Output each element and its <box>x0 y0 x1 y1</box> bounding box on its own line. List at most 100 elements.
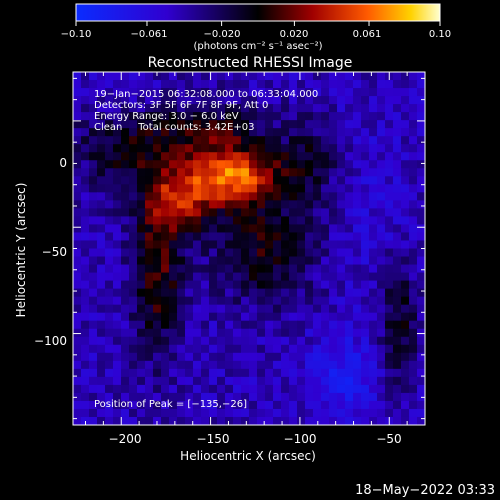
heatmap-cell <box>97 184 106 193</box>
heatmap-cell <box>385 240 394 250</box>
heatmap-cell <box>329 416 338 425</box>
heatmap-cell <box>329 184 338 193</box>
heatmap-cell <box>297 328 306 338</box>
heatmap-cell <box>209 128 218 137</box>
heatmap-cell <box>225 112 234 121</box>
heatmap-cell <box>377 208 386 218</box>
heatmap-cell <box>409 96 418 105</box>
heatmap-cell <box>417 96 425 105</box>
heatmap-cell <box>345 352 354 362</box>
heatmap-cell <box>377 384 386 394</box>
heatmap-cell <box>217 272 226 282</box>
heatmap-cell <box>257 80 266 89</box>
heatmap-cell <box>153 320 162 330</box>
heatmap-cell <box>217 288 226 298</box>
heatmap-cell <box>409 104 418 113</box>
heatmap-cell <box>89 88 98 97</box>
heatmap-cell <box>81 352 90 362</box>
heatmap-cell <box>329 72 338 81</box>
heatmap-cell <box>193 304 202 314</box>
heatmap-cell <box>137 232 146 242</box>
heatmap-cell <box>177 144 186 153</box>
heatmap-cell <box>177 72 186 81</box>
heatmap-cell <box>113 104 122 113</box>
heatmap-cell <box>185 312 194 322</box>
heatmap-cell <box>361 264 370 274</box>
heatmap-cell <box>337 88 346 97</box>
axis-ticks <box>73 72 426 425</box>
heatmap-cell <box>185 168 194 177</box>
heatmap-cell <box>353 296 362 306</box>
heatmap-cell <box>265 144 274 153</box>
heatmap-cell <box>121 368 130 378</box>
heatmap-cell <box>321 176 330 185</box>
heatmap-cell <box>241 400 250 410</box>
heatmap-cell <box>217 192 226 201</box>
heatmap-cell <box>113 128 122 137</box>
heatmap-cell <box>177 112 186 121</box>
heatmap-cell <box>201 360 210 370</box>
heatmap-cell <box>265 72 274 81</box>
heatmap-cell <box>233 120 242 129</box>
heatmap-cell <box>281 128 290 137</box>
heatmap-cell <box>201 88 210 97</box>
heatmap-cell <box>377 232 386 242</box>
heatmap-cell <box>369 88 378 97</box>
heatmap-cell <box>329 256 338 266</box>
heatmap-cell <box>201 144 210 153</box>
heatmap-cell <box>137 360 146 370</box>
heatmap-cell <box>129 376 138 386</box>
heatmap-cell <box>265 224 274 234</box>
heatmap-cell <box>385 256 394 266</box>
heatmap-cell <box>369 400 378 410</box>
heatmap-cell <box>377 128 386 137</box>
heatmap-cell <box>345 320 354 330</box>
heatmap-cell <box>329 104 338 113</box>
heatmap-cell <box>265 392 274 402</box>
heatmap-cell <box>409 160 418 169</box>
heatmap-cell <box>361 176 370 185</box>
heatmap-cell <box>393 264 402 274</box>
heatmap-cell <box>97 112 106 121</box>
heatmap-cell <box>329 144 338 153</box>
heatmap-cell <box>273 232 282 242</box>
heatmap-cell <box>385 232 394 242</box>
heatmap-cell <box>361 192 370 201</box>
heatmap-cell <box>313 312 322 322</box>
heatmap-cell <box>161 264 170 274</box>
heatmap-cell <box>217 232 226 242</box>
heatmap-cell <box>161 288 170 298</box>
heatmap-cell <box>121 392 130 402</box>
heatmap-cell <box>337 168 346 177</box>
heatmap-cell <box>89 144 98 153</box>
heatmap-cell <box>265 168 274 177</box>
heatmap-cell <box>305 256 314 266</box>
heatmap-cell <box>97 208 106 218</box>
heatmap-cell <box>377 376 386 386</box>
heatmap-cell <box>81 264 90 274</box>
heatmap-cell <box>353 80 362 89</box>
heatmap-cell <box>353 376 362 386</box>
heatmap-cell <box>321 344 330 354</box>
heatmap-cell <box>329 208 338 218</box>
heatmap-cell <box>417 160 425 169</box>
heatmap-cell <box>337 304 346 314</box>
heatmap-cell <box>329 120 338 129</box>
heatmap-cell <box>73 160 82 169</box>
heatmap-cell <box>417 152 425 161</box>
heatmap-cell <box>137 104 146 113</box>
heatmap-cell <box>225 88 234 97</box>
heatmap-cell <box>145 328 154 338</box>
heatmap-cell <box>393 400 402 410</box>
heatmap-cell <box>377 248 386 258</box>
heatmap-cell <box>81 320 90 330</box>
heatmap-cell <box>417 344 425 354</box>
heatmap-cell <box>273 352 282 362</box>
heatmap-cell <box>185 400 194 410</box>
heatmap-cell <box>401 264 410 274</box>
heatmap-cell <box>169 80 178 89</box>
heatmap-cell <box>305 232 314 242</box>
heatmap-cell <box>225 136 234 145</box>
heatmap-cell <box>393 168 402 177</box>
heatmap-cell <box>97 256 106 266</box>
